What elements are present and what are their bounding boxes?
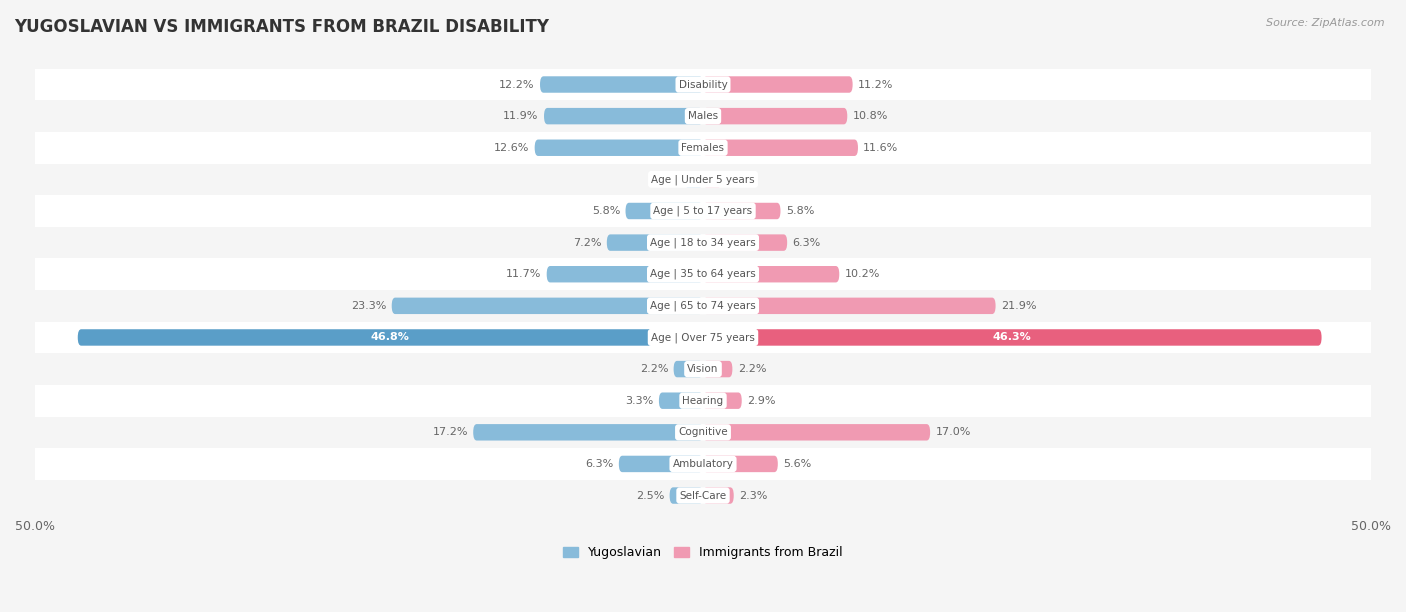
FancyBboxPatch shape bbox=[35, 448, 1371, 480]
Text: 46.8%: 46.8% bbox=[371, 332, 409, 343]
FancyBboxPatch shape bbox=[474, 424, 703, 441]
FancyBboxPatch shape bbox=[35, 322, 1371, 353]
Text: 21.9%: 21.9% bbox=[1001, 301, 1036, 311]
Text: 17.0%: 17.0% bbox=[935, 427, 970, 438]
FancyBboxPatch shape bbox=[35, 480, 1371, 512]
FancyBboxPatch shape bbox=[703, 266, 839, 283]
FancyBboxPatch shape bbox=[35, 258, 1371, 290]
FancyBboxPatch shape bbox=[669, 487, 703, 504]
FancyBboxPatch shape bbox=[607, 234, 703, 251]
Text: 2.3%: 2.3% bbox=[740, 491, 768, 501]
Text: 2.2%: 2.2% bbox=[640, 364, 668, 374]
FancyBboxPatch shape bbox=[703, 140, 858, 156]
Text: 3.3%: 3.3% bbox=[626, 396, 654, 406]
Text: Females: Females bbox=[682, 143, 724, 153]
Text: 11.2%: 11.2% bbox=[858, 80, 893, 89]
FancyBboxPatch shape bbox=[703, 329, 1322, 346]
Text: 6.3%: 6.3% bbox=[585, 459, 613, 469]
FancyBboxPatch shape bbox=[35, 163, 1371, 195]
Text: Age | 35 to 64 years: Age | 35 to 64 years bbox=[650, 269, 756, 280]
FancyBboxPatch shape bbox=[35, 132, 1371, 163]
Text: 23.3%: 23.3% bbox=[352, 301, 387, 311]
FancyBboxPatch shape bbox=[619, 456, 703, 472]
FancyBboxPatch shape bbox=[35, 100, 1371, 132]
Text: Source: ZipAtlas.com: Source: ZipAtlas.com bbox=[1267, 18, 1385, 28]
FancyBboxPatch shape bbox=[35, 227, 1371, 258]
Text: Vision: Vision bbox=[688, 364, 718, 374]
FancyBboxPatch shape bbox=[703, 361, 733, 377]
FancyBboxPatch shape bbox=[35, 290, 1371, 322]
Text: 7.2%: 7.2% bbox=[574, 237, 602, 248]
Text: Disability: Disability bbox=[679, 80, 727, 89]
Text: Ambulatory: Ambulatory bbox=[672, 459, 734, 469]
FancyBboxPatch shape bbox=[392, 297, 703, 314]
Text: YUGOSLAVIAN VS IMMIGRANTS FROM BRAZIL DISABILITY: YUGOSLAVIAN VS IMMIGRANTS FROM BRAZIL DI… bbox=[14, 18, 550, 36]
Text: 5.6%: 5.6% bbox=[783, 459, 811, 469]
FancyBboxPatch shape bbox=[35, 69, 1371, 100]
Text: 17.2%: 17.2% bbox=[433, 427, 468, 438]
FancyBboxPatch shape bbox=[703, 424, 931, 441]
FancyBboxPatch shape bbox=[703, 76, 852, 93]
Text: 1.4%: 1.4% bbox=[651, 174, 679, 184]
FancyBboxPatch shape bbox=[35, 353, 1371, 385]
FancyBboxPatch shape bbox=[540, 76, 703, 93]
Text: Males: Males bbox=[688, 111, 718, 121]
Text: 11.6%: 11.6% bbox=[863, 143, 898, 153]
Text: 11.7%: 11.7% bbox=[506, 269, 541, 279]
Text: Hearing: Hearing bbox=[682, 396, 724, 406]
Text: Age | 65 to 74 years: Age | 65 to 74 years bbox=[650, 300, 756, 311]
Text: Self-Care: Self-Care bbox=[679, 491, 727, 501]
FancyBboxPatch shape bbox=[534, 140, 703, 156]
Text: 10.2%: 10.2% bbox=[845, 269, 880, 279]
Text: 10.8%: 10.8% bbox=[852, 111, 889, 121]
Text: 2.2%: 2.2% bbox=[738, 364, 766, 374]
FancyBboxPatch shape bbox=[703, 234, 787, 251]
FancyBboxPatch shape bbox=[685, 171, 703, 188]
FancyBboxPatch shape bbox=[544, 108, 703, 124]
Text: 6.3%: 6.3% bbox=[793, 237, 821, 248]
FancyBboxPatch shape bbox=[703, 171, 721, 188]
Text: 2.5%: 2.5% bbox=[636, 491, 664, 501]
Text: 46.3%: 46.3% bbox=[993, 332, 1032, 343]
Text: 1.4%: 1.4% bbox=[727, 174, 755, 184]
FancyBboxPatch shape bbox=[35, 417, 1371, 448]
FancyBboxPatch shape bbox=[703, 392, 742, 409]
Text: 2.9%: 2.9% bbox=[747, 396, 776, 406]
Text: Cognitive: Cognitive bbox=[678, 427, 728, 438]
FancyBboxPatch shape bbox=[703, 456, 778, 472]
Text: 12.2%: 12.2% bbox=[499, 80, 534, 89]
Legend: Yugoslavian, Immigrants from Brazil: Yugoslavian, Immigrants from Brazil bbox=[558, 541, 848, 564]
Text: 11.9%: 11.9% bbox=[503, 111, 538, 121]
FancyBboxPatch shape bbox=[703, 297, 995, 314]
FancyBboxPatch shape bbox=[659, 392, 703, 409]
Text: Age | 5 to 17 years: Age | 5 to 17 years bbox=[654, 206, 752, 216]
FancyBboxPatch shape bbox=[77, 329, 703, 346]
Text: 5.8%: 5.8% bbox=[786, 206, 814, 216]
Text: Age | 18 to 34 years: Age | 18 to 34 years bbox=[650, 237, 756, 248]
FancyBboxPatch shape bbox=[35, 195, 1371, 227]
FancyBboxPatch shape bbox=[626, 203, 703, 219]
FancyBboxPatch shape bbox=[703, 203, 780, 219]
FancyBboxPatch shape bbox=[35, 385, 1371, 417]
FancyBboxPatch shape bbox=[703, 108, 848, 124]
Text: 12.6%: 12.6% bbox=[494, 143, 529, 153]
Text: 5.8%: 5.8% bbox=[592, 206, 620, 216]
FancyBboxPatch shape bbox=[703, 487, 734, 504]
FancyBboxPatch shape bbox=[547, 266, 703, 283]
FancyBboxPatch shape bbox=[673, 361, 703, 377]
Text: Age | Under 5 years: Age | Under 5 years bbox=[651, 174, 755, 185]
Text: Age | Over 75 years: Age | Over 75 years bbox=[651, 332, 755, 343]
